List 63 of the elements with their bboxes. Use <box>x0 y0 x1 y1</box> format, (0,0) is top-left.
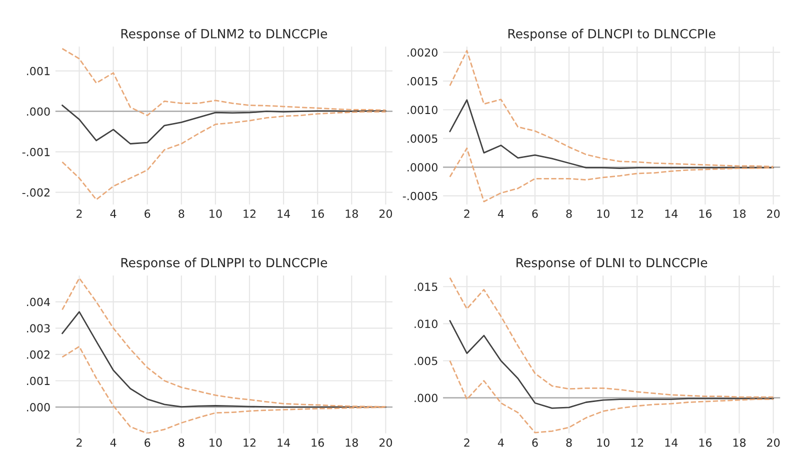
x-tick-label: 6 <box>144 438 150 447</box>
x-tick-label: 6 <box>532 438 538 447</box>
x-tick-label: 20 <box>379 210 392 218</box>
x-tick-label: 2 <box>464 210 470 218</box>
y-tick-label: .004 <box>27 298 50 306</box>
x-tick-label: 10 <box>210 438 222 447</box>
y-tick-label: -.002 <box>22 188 50 197</box>
y-tick-label: .010 <box>414 320 438 328</box>
y-tick-label: .001 <box>27 66 50 76</box>
x-tick-label: 4 <box>110 438 116 447</box>
x-tick-label: 16 <box>699 438 712 447</box>
y-tick-label: -.0005 <box>402 192 438 200</box>
x-tick-label: 20 <box>767 210 780 218</box>
y-tick-label: .001 <box>27 376 50 386</box>
x-tick-label: 4 <box>110 210 116 218</box>
y-tick-label: .000 <box>27 403 50 412</box>
x-tick-label: 12 <box>244 210 256 218</box>
x-tick-label: 18 <box>733 210 746 218</box>
x-tick-label: 12 <box>631 210 644 218</box>
y-tick-label: .000 <box>27 107 50 116</box>
x-tick-label: 2 <box>76 438 82 447</box>
x-tick-label: 8 <box>178 438 184 447</box>
x-tick-label: 10 <box>597 438 610 447</box>
x-tick-label: 12 <box>244 438 256 447</box>
chart-title: Response of DLNI to DLNCCPIe <box>516 258 708 270</box>
x-tick-label: 16 <box>312 210 324 218</box>
x-tick-label: 10 <box>597 210 610 218</box>
x-tick-label: 16 <box>312 438 324 447</box>
x-tick-label: 2 <box>464 438 470 447</box>
x-tick-label: 6 <box>532 210 538 218</box>
x-tick-label: 14 <box>278 438 290 447</box>
chart-title: Response of DLNM2 to DLNCCPIe <box>121 28 328 41</box>
y-tick-label: .0005 <box>408 134 438 143</box>
y-tick-label: .015 <box>414 282 438 292</box>
x-tick-label: 8 <box>178 210 184 218</box>
y-tick-label: .005 <box>414 356 438 366</box>
y-tick-label: .0010 <box>408 106 438 114</box>
y-tick-label: -.001 <box>22 148 50 156</box>
x-tick-label: 4 <box>498 210 504 218</box>
chart-title: Response of DLNCPI to DLNCCPIe <box>508 28 716 41</box>
x-tick-label: 8 <box>566 438 572 447</box>
x-tick-label: 20 <box>767 438 780 447</box>
y-tick-label: .000 <box>414 394 438 402</box>
x-tick-label: 18 <box>346 210 358 218</box>
x-tick-label: 4 <box>498 438 504 447</box>
y-tick-label: .0000 <box>408 163 438 172</box>
y-tick-label: .002 <box>27 350 50 359</box>
x-tick-label: 14 <box>665 438 678 447</box>
x-tick-label: 2 <box>76 210 82 218</box>
y-tick-label: .003 <box>27 324 50 333</box>
x-tick-label: 16 <box>699 210 712 218</box>
x-tick-label: 18 <box>733 438 746 447</box>
x-tick-label: 14 <box>278 210 290 218</box>
x-tick-label: 8 <box>566 210 572 218</box>
x-tick-label: 10 <box>210 210 222 218</box>
x-tick-label: 12 <box>631 438 644 447</box>
y-tick-label: .0015 <box>408 77 438 86</box>
y-tick-label: .0020 <box>408 48 438 57</box>
x-tick-label: 20 <box>379 438 392 447</box>
chart-title: Response of DLNPPI to DLNCCPIe <box>121 258 328 270</box>
x-tick-label: 18 <box>346 438 358 447</box>
x-tick-label: 14 <box>665 210 678 218</box>
x-tick-label: 6 <box>144 210 150 218</box>
